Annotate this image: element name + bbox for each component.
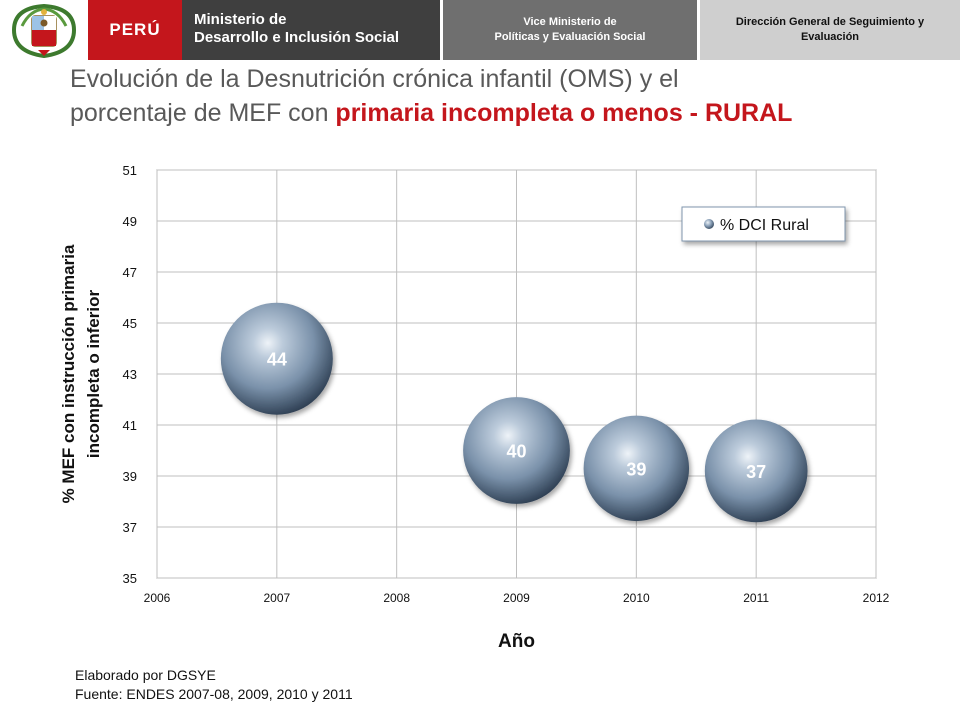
title-highlight: primaria incompleta o menos - RURAL	[335, 99, 793, 127]
vice-line2: Políticas y Evaluación Social	[494, 31, 646, 43]
legend-marker	[704, 219, 714, 229]
chart-bubbles	[220, 302, 808, 523]
coat-of-arms-icon	[0, 0, 88, 60]
title-line1: Evolución de la Desnutrición crónica inf…	[70, 65, 679, 93]
x-axis-title: Año	[498, 631, 535, 652]
footer-line2: Fuente: ENDES 2007-08, 2009, 2010 y 2011	[75, 686, 353, 702]
vice-ministry-label: Vice Ministerio de Políticas y Evaluació…	[443, 0, 697, 60]
y-tick-label: 37	[123, 520, 137, 535]
footer-line1: Elaborado por DGSYE	[75, 667, 216, 683]
ministry-line1: Ministerio de	[194, 11, 287, 28]
y-tick-label: 45	[123, 316, 137, 331]
vice-line1: Vice Ministerio de	[523, 16, 617, 28]
chart-axes: 35 37 39 41 43 45 47 49 51 2006 2007 2008 2009 2010 20…	[59, 163, 890, 652]
data-bubble	[583, 415, 690, 522]
data-bubble	[704, 419, 808, 523]
x-tick-label: 2011	[743, 591, 769, 605]
dir-line1: Dirección General de Seguimiento y	[735, 16, 925, 28]
y-tick-label: 39	[123, 469, 137, 484]
legend-label: % DCI Rural	[720, 217, 809, 234]
data-bubble	[220, 302, 333, 415]
x-tick-label: 2008	[383, 591, 410, 605]
y-tick-label: 51	[123, 163, 137, 178]
page-title: Evolución de la Desnutrición crónica inf…	[70, 62, 950, 130]
y-tick-label: 41	[123, 418, 137, 433]
y-tick-label: 43	[123, 367, 137, 382]
x-tick-label: 2007	[263, 591, 290, 605]
x-tick-label: 2006	[144, 591, 171, 605]
chart-legend: % DCI Rural	[681, 206, 846, 242]
bubble-value-label: 39	[626, 459, 646, 479]
x-tick-label: 2009	[503, 591, 530, 605]
header-divider	[440, 0, 443, 60]
x-tick-label: 2010	[623, 591, 650, 605]
country-label: PERÚ	[88, 0, 182, 60]
title-line2-prefix: porcentaje de MEF con	[70, 99, 336, 127]
y-axis-title: % MEF con instrucción primaria incompleta…	[59, 244, 103, 503]
y-axis-title-line2: incompleta o inferior	[84, 290, 103, 459]
y-tick-label: 49	[123, 214, 137, 229]
direction-label: Dirección General de Seguimiento y Evalu…	[700, 0, 960, 60]
dir-line2: Evaluación	[800, 31, 860, 43]
bubble-value-label: 44	[267, 350, 287, 370]
chart-labels: 44 40 39 37	[267, 350, 766, 482]
title-line2: porcentaje de MEF con primaria incomplet…	[70, 96, 950, 130]
x-tick-label: 2012	[863, 591, 890, 605]
data-bubble	[463, 397, 570, 504]
y-tick-label: 47	[123, 265, 137, 280]
source-note: Elaborado por DGSYE Fuente: ENDES 2007-0…	[75, 666, 353, 704]
ministry-name: Ministerio de Desarrollo e Inclusión Soc…	[182, 0, 440, 60]
y-axis-title-line1: % MEF con instrucción primaria	[59, 244, 78, 503]
y-tick-label: 35	[123, 571, 137, 586]
header-bar: PERÚ Ministerio de Desarrollo e Inclusió…	[0, 0, 960, 60]
ministry-line2: Desarrollo e Inclusión Social	[194, 29, 400, 46]
bubble-value-label: 37	[746, 462, 766, 482]
bubble-value-label: 40	[506, 442, 526, 462]
